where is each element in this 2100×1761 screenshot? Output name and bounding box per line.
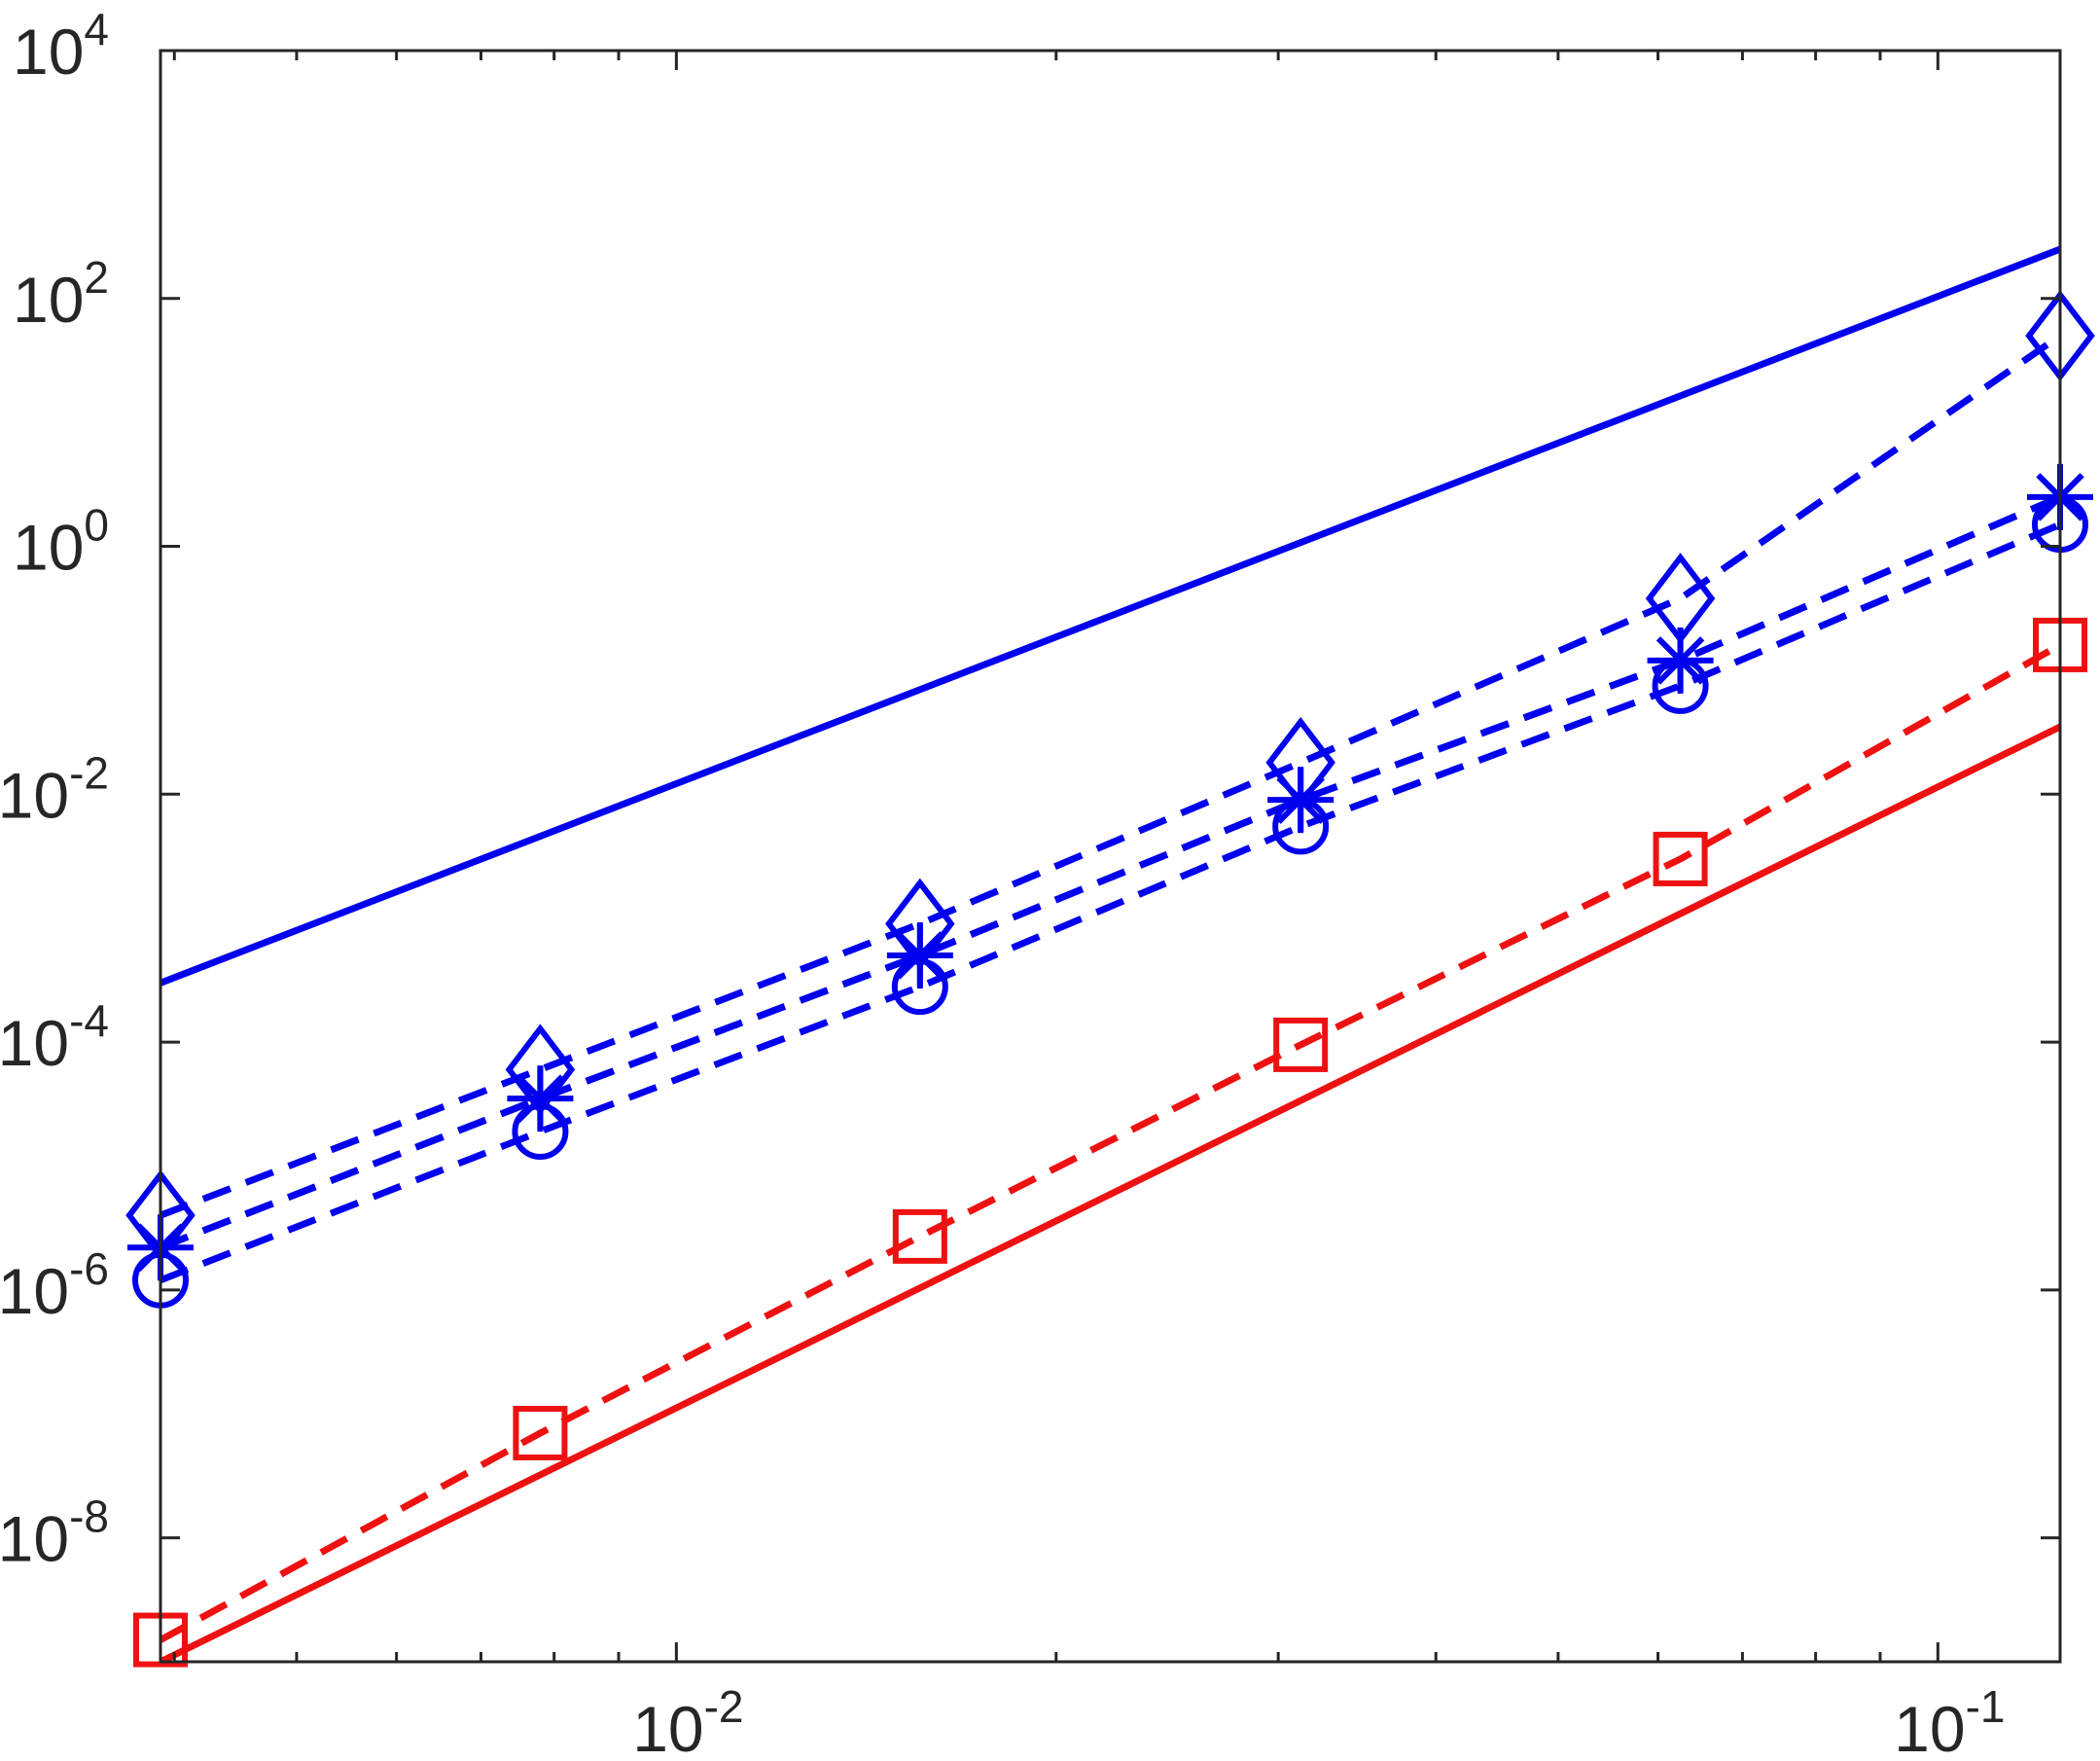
y-tick-label-1-exponent: -8 bbox=[69, 1491, 109, 1542]
x-tick-label-2: 10-1 bbox=[1894, 1681, 2005, 1761]
axes-box bbox=[159, 49, 2062, 1664]
series-line-6 bbox=[159, 641, 2062, 1643]
y-tick-label-3: 10-4 bbox=[0, 995, 109, 1079]
y-tick-label-1: 10-8 bbox=[0, 1491, 109, 1575]
series-line-4 bbox=[159, 493, 2062, 1251]
y-tick-label-2-base: 10 bbox=[0, 1255, 69, 1327]
y-tick-label-4: 10-2 bbox=[0, 747, 109, 831]
series-line-5 bbox=[159, 521, 2062, 1284]
y-tick-label-1-base: 10 bbox=[0, 1503, 69, 1575]
series-line-7 bbox=[159, 723, 2062, 1666]
y-tick-label-6: 102 bbox=[13, 252, 109, 336]
y-tick-label-6-base: 10 bbox=[13, 264, 84, 336]
marker-square-6-5 bbox=[1653, 831, 1708, 886]
y-tick-label-7-exponent: 4 bbox=[84, 4, 109, 54]
y-tick-label-2-exponent: -6 bbox=[69, 1243, 109, 1294]
x-tick-label-1-exponent: -2 bbox=[704, 1681, 744, 1732]
series-line-1 bbox=[159, 245, 2062, 987]
y-tick-label-5-exponent: 0 bbox=[84, 500, 109, 551]
y-tick-label-4-exponent: -2 bbox=[69, 747, 109, 798]
y-tick-label-7-base: 10 bbox=[13, 16, 84, 88]
y-tick-label-4-base: 10 bbox=[0, 759, 69, 831]
marker-square-6-2 bbox=[513, 1405, 568, 1460]
marker-circle-5-2 bbox=[512, 1102, 569, 1160]
marker-circle-5-5 bbox=[1652, 657, 1709, 714]
y-tick-label-3-exponent: -4 bbox=[69, 995, 109, 1046]
x-tick-label-2-exponent: -1 bbox=[1966, 1681, 2006, 1732]
axes-layer bbox=[159, 49, 2062, 1664]
y-tick-label-5-base: 10 bbox=[13, 512, 84, 584]
y-tick-label-5: 100 bbox=[13, 500, 109, 584]
series-line-2 bbox=[159, 333, 2062, 1219]
marker-square-6-4 bbox=[1273, 1017, 1329, 1072]
x-tick-label-1-base: 10 bbox=[632, 1693, 703, 1761]
y-tick-label-7: 104 bbox=[13, 4, 109, 88]
marker-asterisk-4-3 bbox=[896, 924, 944, 988]
marker-circle-5-3 bbox=[891, 958, 948, 1016]
x-tick-label-1: 10-2 bbox=[632, 1681, 743, 1761]
marker-square-6-3 bbox=[892, 1208, 947, 1264]
x-tick-label-2-base: 10 bbox=[1894, 1693, 1965, 1761]
y-tick-label-6-exponent: 2 bbox=[84, 252, 109, 303]
marker-circle-5-4 bbox=[1272, 798, 1330, 855]
y-tick-label-3-base: 10 bbox=[0, 1007, 69, 1079]
y-tick-label-2: 10-6 bbox=[0, 1243, 109, 1327]
